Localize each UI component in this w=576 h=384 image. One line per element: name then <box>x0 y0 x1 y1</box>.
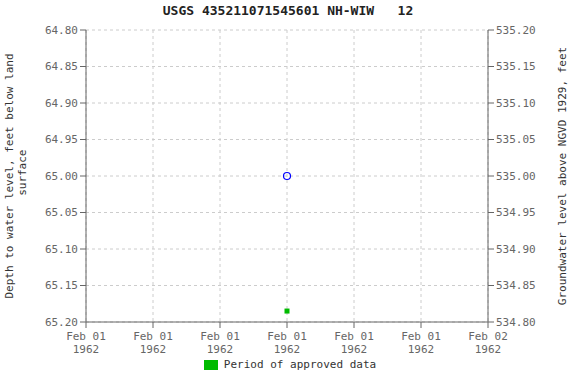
svg-text:64.90: 64.90 <box>45 97 78 110</box>
svg-text:Feb 011962: Feb 011962 <box>200 330 240 356</box>
html-text:Period of approved data: Period of approved data <box>223 358 377 371</box>
svg-text:Feb 011962: Feb 011962 <box>334 330 374 356</box>
svg-text:64.80: 64.80 <box>45 24 78 37</box>
svg-text:534.95: 534.95 <box>496 206 536 219</box>
svg-text:64.95: 64.95 <box>45 133 78 146</box>
svg-text:535.00: 535.00 <box>496 170 536 183</box>
svg-text:534.85: 534.85 <box>496 279 536 292</box>
svg-text:64.85: 64.85 <box>45 60 78 73</box>
svg-text:535.05: 535.05 <box>496 133 536 146</box>
svg-text:Feb 021962: Feb 021962 <box>468 330 508 356</box>
svg-text:535.15: 535.15 <box>496 60 536 73</box>
svg-text:65.00: 65.00 <box>45 170 78 183</box>
html-text:Depth to water level, feet bel: Depth to water level, feet below land su… <box>3 53 29 299</box>
svg-text:65.05: 65.05 <box>45 206 78 219</box>
svg-text:535.20: 535.20 <box>496 24 536 37</box>
svg-text:Feb 011962: Feb 011962 <box>66 330 106 356</box>
svg-text:535.10: 535.10 <box>496 97 536 110</box>
svg-text:65.20: 65.20 <box>45 316 78 329</box>
svg-text:65.10: 65.10 <box>45 243 78 256</box>
svg-text:534.90: 534.90 <box>496 243 536 256</box>
svg-text:Feb 011962: Feb 011962 <box>133 330 173 356</box>
svg-text:534.80: 534.80 <box>496 316 536 329</box>
html-text:Groundwater level above NGVD 1: Groundwater level above NGVD 1929, feet <box>555 46 569 306</box>
svg-text:Feb 011962: Feb 011962 <box>401 330 441 356</box>
html-text:USGS 435211071545601 NH-WIW 12: USGS 435211071545601 NH-WIW 12 <box>162 3 414 18</box>
svg-text:Feb 011962: Feb 011962 <box>267 330 307 356</box>
svg-text:65.15: 65.15 <box>45 279 78 292</box>
